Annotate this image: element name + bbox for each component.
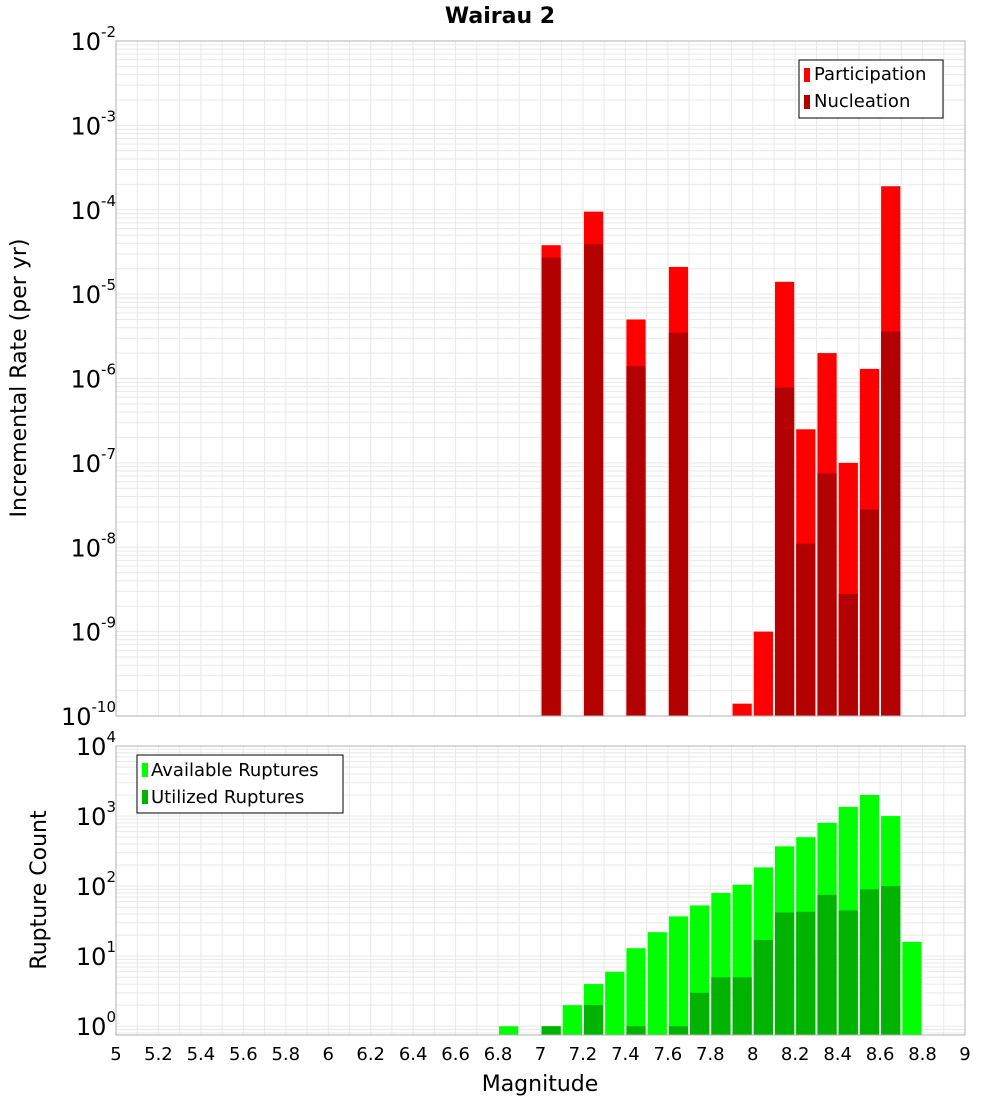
bottom-bar-utilized-ruptures bbox=[881, 886, 901, 1035]
bottom-grid bbox=[116, 746, 966, 1035]
x-tick-label: 7.8 bbox=[696, 1044, 725, 1065]
top-legend-box bbox=[798, 59, 944, 119]
bottom-bar-available-ruptures bbox=[902, 941, 922, 1035]
x-ticks: 5 5.2 5.4 5.6 5.8 6 6.2 6.4 6.6 6.8 7 7.2 7.4 7.6 7.8 8… bbox=[110, 1044, 970, 1065]
top-bar-nucleation bbox=[626, 366, 646, 716]
bottom-plot: 100 101 102 103 104 5 5.2 5.4 5.6 5.8 6 6.2 6.4 6.6 6… bbox=[27, 728, 971, 1097]
bottom-bar-available-ruptures bbox=[499, 1026, 519, 1035]
x-tick-label: 8.8 bbox=[908, 1044, 937, 1065]
top-y-tick-label: 10-5 bbox=[70, 276, 116, 309]
top-bars bbox=[541, 186, 901, 717]
top-plot-frame bbox=[115, 40, 966, 717]
x-tick-label: 8.4 bbox=[823, 1044, 852, 1065]
top-bar-nucleation bbox=[859, 509, 880, 716]
bottom-bar-utilized-ruptures bbox=[668, 1026, 689, 1035]
bottom-legend: Available Ruptures Utilized Ruptures bbox=[136, 754, 344, 814]
top-grid bbox=[116, 41, 966, 716]
top-bar-nucleation bbox=[583, 244, 604, 717]
bottom-bar-available-ruptures bbox=[605, 971, 625, 1035]
chart-title: Wairau 2 bbox=[445, 4, 555, 29]
bottom-bar-available-ruptures bbox=[647, 932, 667, 1035]
x-tick-label: 9 bbox=[959, 1044, 970, 1065]
top-y-tick-label: 10-7 bbox=[70, 445, 116, 478]
x-axis-label: Magnitude bbox=[482, 1072, 599, 1097]
x-tick-label: 8 bbox=[747, 1044, 758, 1065]
top-bar-participation bbox=[753, 631, 773, 716]
top-y-tick-label: 10-6 bbox=[70, 361, 116, 394]
legend-swatch-participation bbox=[804, 68, 810, 82]
top-y-tick-label: 10-8 bbox=[70, 529, 116, 562]
top-bar-nucleation bbox=[817, 473, 837, 716]
bottom-bar-utilized-ruptures bbox=[753, 940, 773, 1035]
bottom-bar-utilized-ruptures bbox=[732, 977, 752, 1035]
x-tick-label: 7.6 bbox=[654, 1044, 683, 1065]
x-tick-label: 5.4 bbox=[187, 1044, 216, 1065]
bottom-bar-utilized-ruptures bbox=[541, 1026, 561, 1035]
bottom-bar-utilized-ruptures bbox=[690, 992, 710, 1035]
top-bar-nucleation bbox=[881, 331, 901, 716]
top-bar-nucleation bbox=[796, 543, 816, 716]
bottom-y-ticks: 100 101 102 103 104 bbox=[76, 728, 116, 1041]
bottom-y-axis-label: Rupture Count bbox=[27, 810, 52, 970]
top-y-tick-label: 10-3 bbox=[70, 107, 116, 140]
bottom-bar-utilized-ruptures bbox=[796, 911, 816, 1035]
bottom-legend-box bbox=[136, 754, 344, 814]
bottom-bar-utilized-ruptures bbox=[817, 894, 837, 1035]
top-y-axis-label: Incremental Rate (per yr) bbox=[7, 239, 32, 518]
bottom-y-tick-label: 102 bbox=[76, 868, 116, 901]
x-tick-label: 5.8 bbox=[271, 1044, 300, 1065]
bottom-y-tick-label: 104 bbox=[76, 728, 116, 761]
x-tick-label: 5.2 bbox=[144, 1044, 173, 1065]
legend-label-utilized: Utilized Ruptures bbox=[151, 787, 304, 808]
legend-swatch-nucleation bbox=[804, 95, 810, 109]
bottom-y-tick-label: 101 bbox=[76, 938, 116, 971]
top-bar-nucleation bbox=[668, 332, 689, 716]
bottom-y-tick-label: 100 bbox=[76, 1008, 116, 1041]
legend-label-participation: Participation bbox=[814, 64, 926, 85]
bottom-bars bbox=[499, 794, 922, 1035]
bottom-bar-available-ruptures bbox=[626, 948, 646, 1035]
top-legend: Participation Nucleation bbox=[798, 59, 944, 119]
bottom-plot-frame bbox=[115, 745, 966, 1036]
bottom-bar-utilized-ruptures bbox=[774, 912, 795, 1035]
top-plot: 10-10 10-9 10-8 10-7 10-6 10-5 10-4 10-3 10-2 In… bbox=[7, 23, 966, 731]
legend-swatch-available bbox=[142, 763, 148, 777]
bottom-bar-utilized-ruptures bbox=[838, 910, 858, 1035]
x-tick-label: 5 bbox=[110, 1044, 121, 1065]
top-y-tick-label: 10-4 bbox=[70, 192, 116, 225]
bottom-bar-utilized-ruptures bbox=[859, 889, 880, 1035]
bottom-y-tick-label: 103 bbox=[76, 798, 116, 831]
x-tick-label: 6.4 bbox=[399, 1044, 428, 1065]
legend-swatch-utilized bbox=[142, 790, 148, 804]
x-tick-label: 6 bbox=[323, 1044, 334, 1065]
bottom-bar-utilized-ruptures bbox=[583, 1005, 604, 1035]
x-tick-label: 7 bbox=[535, 1044, 546, 1065]
x-tick-label: 8.2 bbox=[781, 1044, 810, 1065]
top-bar-participation bbox=[732, 703, 752, 716]
x-tick-label: 6.2 bbox=[356, 1044, 385, 1065]
bottom-bar-utilized-ruptures bbox=[711, 977, 731, 1035]
x-tick-label: 8.6 bbox=[866, 1044, 895, 1065]
x-tick-label: 7.2 bbox=[569, 1044, 598, 1065]
top-y-tick-label: 10-10 bbox=[61, 698, 116, 731]
legend-label-nucleation: Nucleation bbox=[814, 91, 910, 112]
x-tick-label: 6.6 bbox=[441, 1044, 470, 1065]
bottom-bar-available-ruptures bbox=[562, 1005, 582, 1035]
x-tick-label: 7.4 bbox=[611, 1044, 640, 1065]
top-y-ticks: 10-10 10-9 10-8 10-7 10-6 10-5 10-4 10-3 10-2 bbox=[61, 23, 116, 731]
top-y-tick-label: 10-9 bbox=[70, 614, 116, 647]
x-tick-label: 6.8 bbox=[484, 1044, 513, 1065]
bottom-bar-utilized-ruptures bbox=[626, 1026, 646, 1035]
top-bar-nucleation bbox=[774, 387, 795, 716]
x-tick-label: 5.6 bbox=[229, 1044, 258, 1065]
bottom-bar-available-ruptures bbox=[668, 916, 689, 1035]
top-y-tick-label: 10-2 bbox=[70, 23, 116, 56]
top-bar-nucleation bbox=[838, 593, 858, 716]
top-bar-nucleation bbox=[541, 257, 561, 716]
legend-label-available: Available Ruptures bbox=[151, 760, 319, 781]
